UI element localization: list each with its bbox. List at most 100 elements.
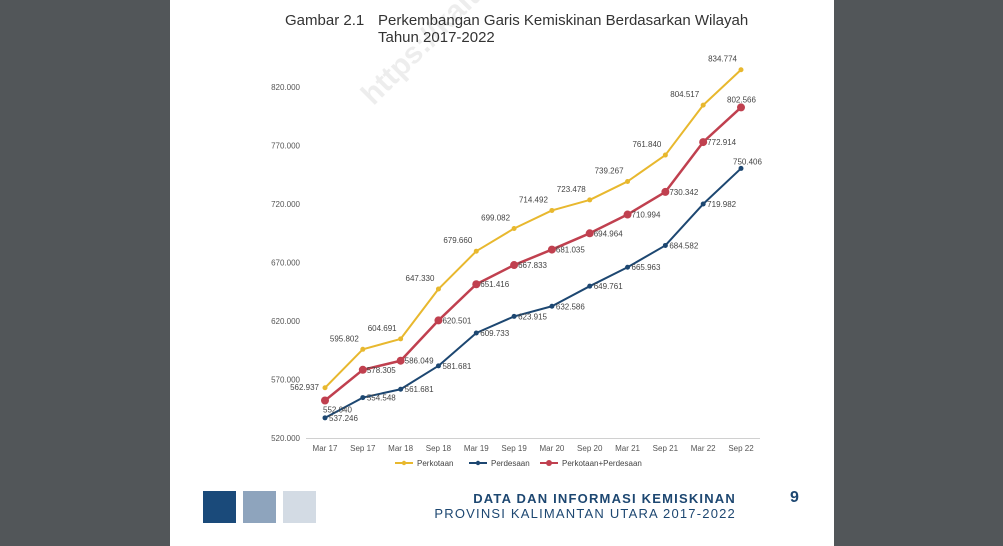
x-tick-label: Sep 18 (426, 444, 452, 453)
data-label: 586.049 (405, 357, 434, 366)
data-point (662, 152, 668, 158)
y-tick-label: 820.000 (271, 83, 300, 92)
data-label: 665.963 (632, 263, 661, 272)
data-point (435, 286, 441, 292)
x-tick-label: Sep 20 (577, 444, 603, 453)
data-point (472, 280, 481, 289)
data-point (321, 396, 329, 405)
series-line (324, 106, 742, 402)
data-point (360, 346, 366, 352)
footer-square-mid (243, 491, 276, 523)
data-label: 578.305 (367, 366, 396, 375)
legend-label: Perdesaan (491, 459, 530, 468)
data-point (396, 356, 405, 365)
data-point (547, 245, 556, 254)
data-label: 750.406 (733, 157, 762, 166)
data-label: 719.982 (707, 200, 736, 209)
x-tick-label: Mar 19 (464, 444, 489, 453)
data-point (699, 138, 708, 147)
data-point (587, 197, 593, 203)
footer-title: DATA DAN INFORMASI KEMISKINAN (473, 491, 736, 506)
data-label: 667.833 (518, 261, 547, 270)
data-label: 739.267 (595, 166, 624, 175)
y-tick-label: 520.000 (271, 434, 300, 443)
data-point (435, 363, 441, 369)
data-point (625, 178, 631, 184)
data-label: 761.840 (632, 140, 661, 149)
data-label: 581.681 (442, 362, 471, 371)
footer-square-dark (203, 491, 236, 523)
data-label: 723.478 (557, 185, 586, 194)
y-tick-label: 570.000 (271, 376, 300, 385)
data-point (358, 365, 367, 374)
data-label: 595.802 (330, 334, 359, 343)
data-point (737, 103, 745, 112)
page-number: 9 (790, 489, 799, 506)
data-point (700, 102, 706, 108)
data-point (511, 313, 517, 319)
data-label: 681.035 (556, 246, 585, 255)
data-point (738, 67, 744, 73)
data-point (700, 201, 706, 207)
series-line (324, 167, 742, 419)
data-label: 772.914 (707, 138, 736, 147)
data-label: 802.566 (727, 95, 756, 104)
data-point (511, 225, 517, 231)
y-tick-label: 620.000 (271, 317, 300, 326)
x-tick-label: Mar 18 (388, 444, 413, 453)
data-label: 620.501 (442, 316, 471, 325)
data-label: 694.964 (594, 229, 623, 238)
data-point (322, 415, 328, 421)
legend-label: Perkotaan+Perdesaan (562, 459, 642, 468)
data-point (625, 264, 631, 270)
y-tick-label: 670.000 (271, 259, 300, 268)
data-point (738, 165, 744, 171)
data-label: 647.330 (406, 274, 435, 283)
data-label: 710.994 (632, 211, 661, 220)
data-label: 623.915 (518, 312, 547, 321)
data-label: 699.082 (481, 213, 510, 222)
x-tick-label: Mar 17 (313, 444, 338, 453)
legend-label: Perkotaan (417, 459, 453, 468)
data-point (510, 261, 519, 270)
figure-number: Gambar 2.1 (285, 12, 365, 29)
data-label: 714.492 (519, 195, 548, 204)
footer-square-light (283, 491, 316, 523)
data-point (661, 187, 670, 196)
data-point (473, 248, 479, 254)
data-label: 552.040 (323, 406, 352, 415)
footer-subtitle: PROVINSI KALIMANTAN UTARA 2017-2022 (434, 506, 736, 521)
data-point (360, 395, 366, 401)
x-tick-label: Mar 20 (539, 444, 564, 453)
data-point (585, 229, 594, 238)
data-point (473, 330, 479, 336)
data-label: 554.548 (367, 394, 396, 403)
legend-swatch-marker (546, 460, 552, 466)
data-point (623, 210, 632, 219)
legend-swatch-marker (475, 460, 481, 466)
data-label: 561.681 (405, 385, 434, 394)
x-tick-label: Mar 22 (691, 444, 716, 453)
y-tick-label: 770.000 (271, 142, 300, 151)
x-tick-label: Sep 19 (501, 444, 527, 453)
data-label: 632.586 (556, 302, 585, 311)
document-page (170, 0, 834, 546)
data-label: 679.660 (443, 236, 472, 245)
data-label: 609.733 (480, 329, 509, 338)
data-label: 649.761 (594, 282, 623, 291)
data-label: 604.691 (368, 324, 397, 333)
data-label: 730.342 (669, 188, 698, 197)
x-tick-label: Mar 21 (615, 444, 640, 453)
data-label: 562.937 (290, 383, 319, 392)
x-tick-label: Sep 21 (653, 444, 679, 453)
data-point (587, 283, 593, 289)
data-point (549, 303, 555, 309)
data-point (434, 316, 443, 325)
data-label: 684.582 (669, 241, 698, 250)
data-point (398, 336, 404, 342)
data-label: 537.246 (329, 414, 358, 423)
legend-swatch-marker (401, 460, 407, 466)
data-label: 651.416 (480, 280, 509, 289)
y-tick-label: 720.000 (271, 200, 300, 209)
